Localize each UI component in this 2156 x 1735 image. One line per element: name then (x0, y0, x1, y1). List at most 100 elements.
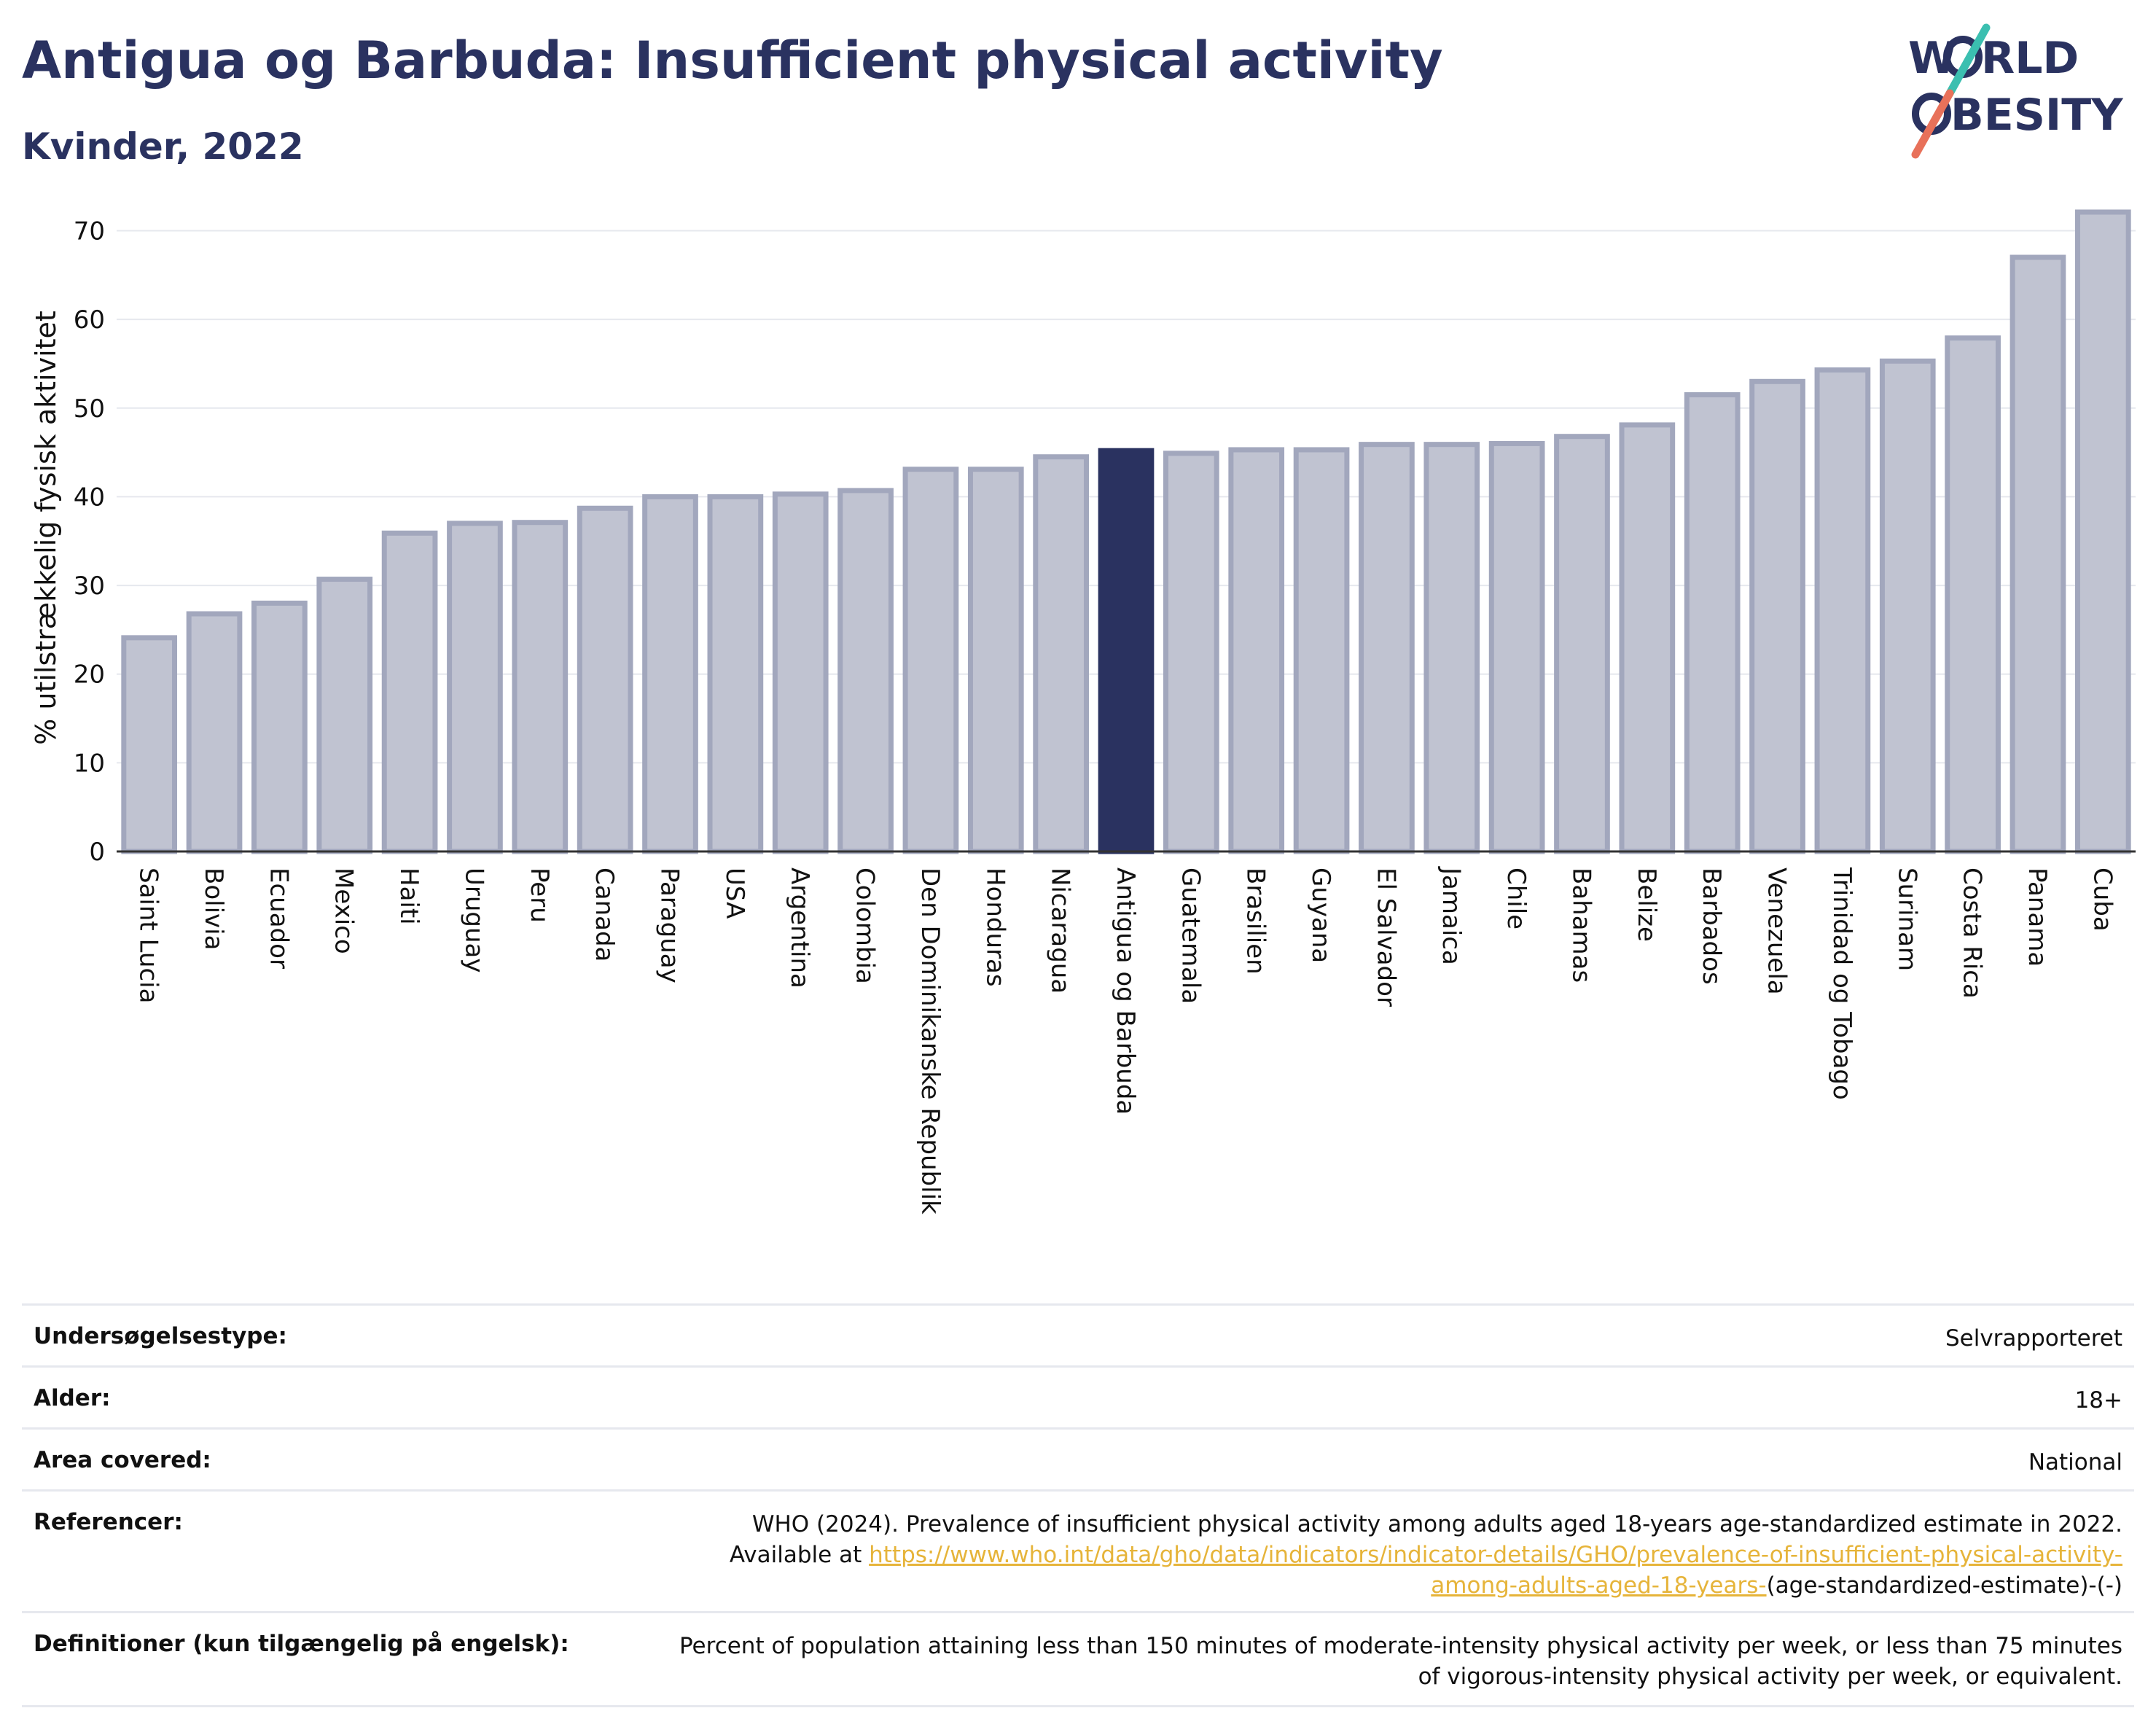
bar (902, 467, 959, 854)
y-tick-label: 60 (74, 305, 105, 335)
x-tick-label: Brasilien (1241, 868, 1270, 975)
world-obesity-logo: W RLD BESITY (1908, 23, 2124, 159)
x-tick-labels: Saint Lucia Bolivia Ecuador Mexico Haiti Urug… (134, 866, 2117, 1214)
bar-chart: 0 10 20 30 40 50 60 70 Saint Lucia Bolivia Ecuado… (30, 209, 2136, 1214)
info-row-age: Alder: 18+ (22, 1365, 2134, 1429)
bar (1945, 335, 2001, 854)
info-row-area: Area covered: National (22, 1427, 2134, 1491)
info-row-references: Referencer: WHO (2024). Prevalence of in… (22, 1489, 2134, 1613)
x-tick-label: Antigua og Barbuda (1111, 868, 1140, 1115)
info-label: Undersøgelsestype: (22, 1303, 643, 1367)
logo-slash-top (1945, 23, 1991, 98)
x-tick-label: Bolivia (199, 868, 228, 950)
x-tick-label: Haiti (394, 868, 423, 925)
y-tick-label: 40 (74, 483, 105, 512)
bar (1684, 392, 1741, 854)
x-tick-label: Guatemala (1176, 868, 1205, 1004)
y-axis-label: % utilstrækkelig fysisk aktivitet (30, 311, 62, 745)
bar (1554, 434, 1610, 854)
x-tick-label: Nicaragua (1046, 868, 1075, 994)
references-text: WHO (2024). Prevalence of insufficient p… (729, 1511, 2122, 1568)
bar (1293, 447, 1350, 854)
info-label: Area covered: (22, 1427, 643, 1491)
y-tick-label: 10 (74, 749, 105, 778)
x-tick-label: Surinam (1892, 868, 1921, 971)
x-tick-label: Canada (590, 868, 619, 962)
bar (1228, 447, 1285, 854)
x-tick-label: Argentina (785, 868, 814, 989)
x-tick-label: Paraguay (655, 868, 684, 983)
x-tick-label: Barbados (1697, 868, 1726, 985)
x-tick-label: Trinidad og Tobago (1827, 867, 1856, 1100)
info-value: 18+ (643, 1365, 2134, 1429)
y-tick-label: 30 (74, 572, 105, 601)
x-tick-label: USA (720, 868, 749, 919)
x-tick-label: Ecuador (264, 868, 293, 969)
definitions-value: Percent of population attaining less tha… (643, 1611, 2134, 1707)
bar (316, 577, 373, 854)
x-tick-label: Bahamas (1566, 868, 1595, 983)
bar (772, 491, 829, 854)
x-tick-label: Uruguay (459, 868, 488, 973)
y-tick-label: 20 (74, 660, 105, 690)
chart-title: Antigua og Barbuda: Insufficient physica… (22, 31, 1443, 90)
info-label: Referencer: (22, 1489, 643, 1613)
info-table: Undersøgelsestype: Selvrapporteret Alder… (22, 1303, 2134, 1707)
x-tick-label: Belize (1632, 868, 1661, 942)
x-tick-label: Panama (2023, 868, 2052, 967)
info-row-survey-type: Undersøgelsestype: Selvrapporteret (22, 1303, 2134, 1367)
bar (1879, 358, 1936, 854)
bar (381, 530, 438, 854)
references-suffix: (age-standardized-estimate)-(-) (1766, 1572, 2122, 1599)
bar (1423, 442, 1480, 854)
bar (2009, 254, 2066, 854)
x-tick-label: Peru (525, 868, 554, 923)
bar-highlighted (1098, 448, 1155, 854)
logo-word-obesity: BESITY (1950, 90, 2124, 141)
bar (1033, 454, 1089, 854)
bar (121, 635, 178, 854)
bar (1359, 442, 1415, 854)
x-tick-label: Honduras (980, 868, 1009, 987)
x-tick-label: Venezuela (1762, 868, 1792, 995)
bar (512, 520, 569, 854)
logo-text: W RLD BESITY (1908, 33, 2124, 141)
bar (1163, 451, 1219, 854)
bars (121, 209, 2131, 854)
bar (1488, 440, 1545, 854)
bar (837, 488, 894, 854)
bar (1814, 367, 1871, 854)
bar (251, 600, 308, 854)
x-tick-label: Saint Lucia (134, 868, 163, 1003)
x-tick-label: Costa Rica (1958, 868, 1987, 999)
y-tick-label: 70 (74, 217, 105, 246)
info-label: Alder: (22, 1365, 643, 1429)
x-tick-label: Guyana (1306, 868, 1335, 963)
references-value: WHO (2024). Prevalence of insufficient p… (643, 1489, 2134, 1613)
y-tick-label: 50 (74, 394, 105, 424)
bar (2074, 209, 2131, 854)
x-tick-label: Chile (1501, 868, 1531, 929)
x-tick-label: Cuba (2087, 868, 2117, 932)
logo-slash-bottom (1911, 89, 1954, 159)
bar (967, 467, 1024, 854)
bar (1749, 378, 1805, 854)
logo-word-world-end: RLD (1981, 33, 2079, 84)
x-tick-label: Mexico (329, 868, 359, 954)
bar (577, 505, 633, 854)
x-tick-label: El Salvador (1371, 868, 1400, 1007)
info-value: National (643, 1427, 2134, 1491)
y-tick-label: 0 (89, 838, 105, 867)
x-tick-label: Colombia (851, 868, 880, 984)
info-label: Definitioner (kun tilgængelig på engelsk… (22, 1611, 643, 1707)
x-tick-label: Den Dominikanske Republik (915, 868, 945, 1214)
x-tick-label: Jamaica (1437, 866, 1466, 965)
y-tick-labels: 0 10 20 30 40 50 60 70 (74, 217, 105, 867)
bar (642, 494, 698, 854)
info-row-definitions: Definitioner (kun tilgængelig på engelsk… (22, 1611, 2134, 1707)
bar (186, 611, 243, 854)
references-link[interactable]: https://www.who.int/data/gho/data/indica… (869, 1542, 2122, 1599)
chart-subtitle: Kvinder, 2022 (22, 125, 304, 168)
bar (447, 520, 503, 854)
info-value: Selvrapporteret (643, 1303, 2134, 1367)
